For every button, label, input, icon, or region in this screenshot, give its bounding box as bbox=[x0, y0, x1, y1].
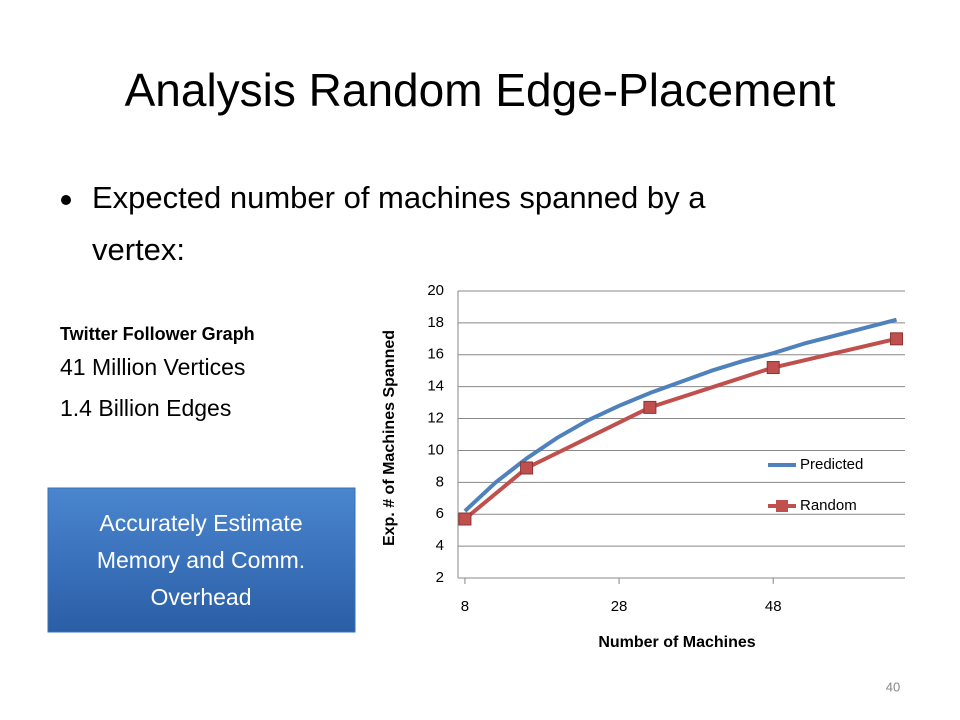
marker bbox=[458, 512, 472, 526]
legend-label: Predicted bbox=[800, 456, 863, 473]
bullet-line: vertex: bbox=[92, 232, 185, 267]
y-tick-label: 14 bbox=[427, 378, 444, 395]
bullet-dot bbox=[61, 195, 71, 205]
graph-name: Twitter Follower Graph bbox=[60, 324, 255, 344]
y-tick-label: 4 bbox=[436, 537, 444, 554]
y-tick-label: 10 bbox=[427, 441, 444, 458]
y-tick-label: 20 bbox=[427, 282, 444, 299]
marker bbox=[890, 332, 904, 346]
y-tick-label: 18 bbox=[427, 314, 444, 331]
marker bbox=[643, 400, 657, 414]
vertices: 41 Million Vertices bbox=[60, 354, 245, 380]
x-tick-label: 8 bbox=[461, 598, 469, 615]
page-number: 40 bbox=[886, 679, 900, 694]
callout-text: Overhead bbox=[150, 584, 251, 610]
edges: 1.4 Billion Edges bbox=[60, 395, 231, 421]
y-tick-label: 8 bbox=[436, 473, 444, 490]
x-tick-label: 28 bbox=[611, 598, 628, 615]
bullet-line: Expected number of machines spanned by a bbox=[92, 180, 706, 215]
x-tick-label: 48 bbox=[765, 598, 782, 615]
x-axis-title: Number of Machines bbox=[598, 634, 755, 651]
y-tick-label: 6 bbox=[436, 505, 444, 522]
marker bbox=[520, 461, 534, 475]
callout-text: Memory and Comm. bbox=[97, 547, 305, 573]
marker bbox=[766, 361, 780, 375]
callout-box bbox=[47, 487, 356, 633]
y-tick-label: 12 bbox=[427, 410, 444, 427]
y-axis-title: Exp. # of Machines Spanned bbox=[381, 330, 398, 546]
y-tick-label: 2 bbox=[436, 569, 444, 586]
callout-text: Accurately Estimate bbox=[99, 510, 302, 536]
series-line bbox=[463, 317, 898, 513]
legend-label: Random bbox=[800, 497, 857, 514]
slide-title: Analysis Random Edge-Placement bbox=[125, 64, 836, 116]
y-tick-label: 16 bbox=[427, 346, 444, 363]
legend-marker bbox=[776, 500, 788, 512]
